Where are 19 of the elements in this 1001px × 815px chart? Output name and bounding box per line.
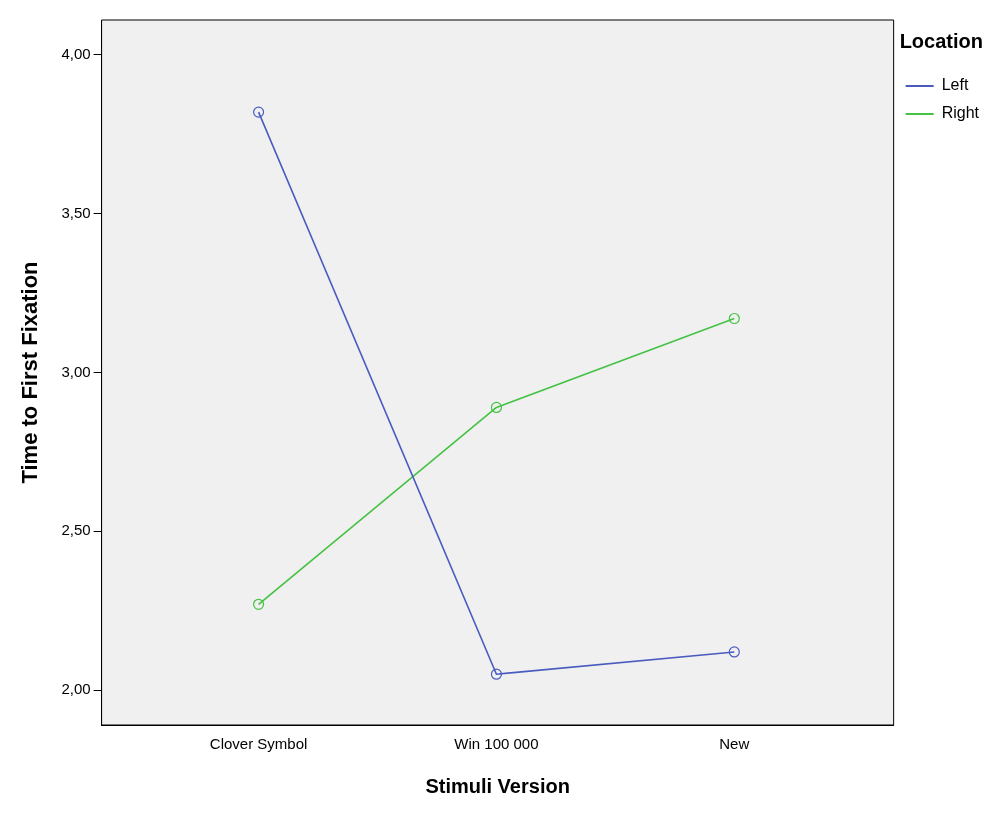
x-axis-title: Stimuli Version (425, 774, 570, 797)
point (252, 106, 265, 118)
legend-label: Right (941, 104, 980, 122)
point (252, 598, 265, 610)
point (490, 668, 503, 680)
point (728, 312, 740, 325)
y-axis-title: Time to First Fixation (17, 261, 43, 484)
y-tick-label: 3,00 (61, 362, 91, 380)
y-tick-label: 4,00 (61, 45, 91, 63)
legend-label: Left (941, 76, 969, 94)
y-tick-label: 2,00 (61, 680, 91, 698)
legend-title: Location (899, 29, 983, 52)
y-tick-label: 3,50 (61, 203, 91, 221)
y-tick-label: 2,50 (61, 521, 91, 539)
x-tick-label: Win 100 000 (454, 735, 539, 753)
point (490, 401, 503, 414)
x-tick-label: Clover Symbol (209, 735, 308, 753)
x-tick-label: New (719, 735, 750, 753)
point (728, 646, 740, 658)
